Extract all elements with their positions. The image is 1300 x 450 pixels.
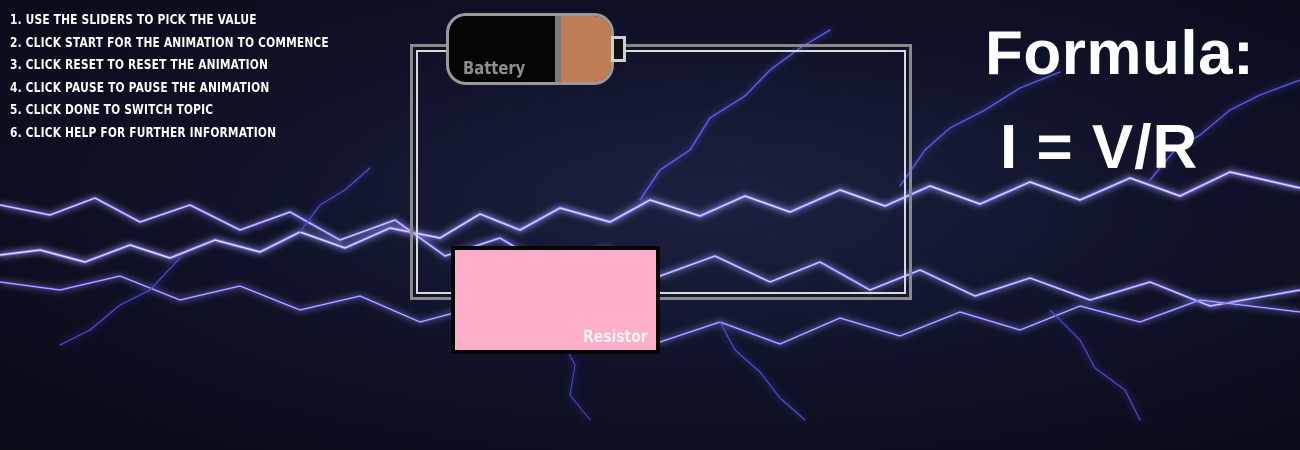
instruction-item: 4. CLICK PAUSE TO PAUSE THE ANIMATION	[10, 80, 270, 96]
instruction-item: 2. CLICK START FOR THE ANIMATION TO COMM…	[10, 35, 329, 51]
formula-title: Formula:	[985, 19, 1255, 88]
resistor	[451, 246, 660, 354]
battery-charge-fill	[555, 16, 611, 82]
battery-terminal	[611, 36, 626, 62]
instruction-item: 3. CLICK RESET TO RESET THE ANIMATION	[10, 58, 269, 73]
instructions-list: 1. USE THE SLIDERS TO PICK THE VALUE 2. …	[10, 10, 329, 145]
instruction-item: 5. CLICK DONE TO SWITCH TOPIC	[10, 103, 214, 118]
instruction-item: 6. CLICK HELP FOR FURTHER INFORMATION	[10, 125, 277, 141]
battery-label: Battery	[463, 58, 526, 79]
instruction-item: 1. USE THE SLIDERS TO PICK THE VALUE	[10, 13, 257, 28]
circuit-wire-inner	[416, 50, 906, 294]
circuit-wire-outer	[410, 44, 912, 300]
formula-equation: I = V/R	[1000, 113, 1199, 182]
resistor-label: Resistor	[583, 327, 648, 347]
battery	[446, 13, 614, 85]
